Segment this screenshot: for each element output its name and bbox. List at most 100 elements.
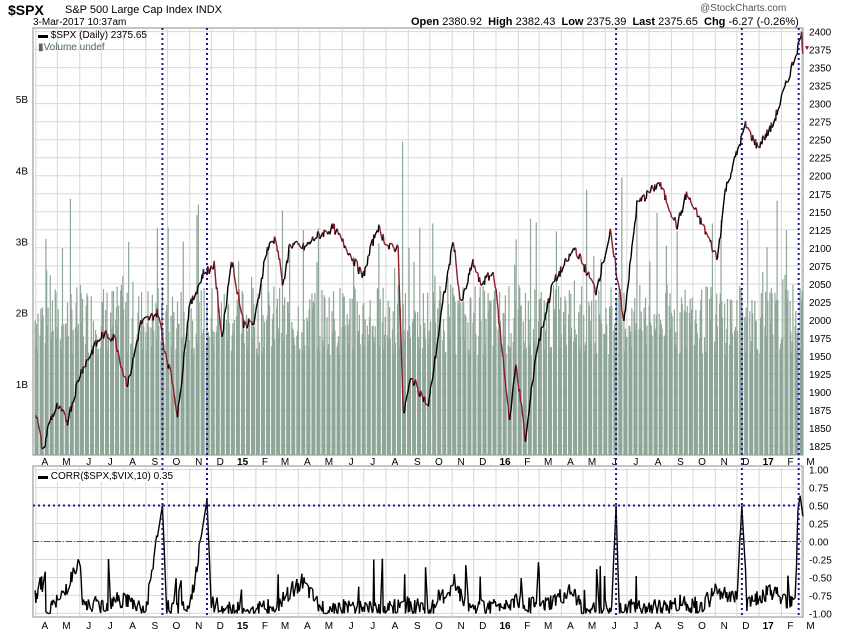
- corr-segment: [513, 595, 516, 608]
- volume-bar: [351, 298, 353, 455]
- volume-bar: [579, 304, 581, 455]
- volume-bar: [70, 294, 72, 455]
- volume-bar: [232, 323, 234, 455]
- volume-bar: [474, 286, 476, 455]
- volume-bar: [452, 287, 454, 455]
- volume-bar: [578, 347, 581, 455]
- corr-segment: [434, 606, 437, 609]
- volume-bar: [800, 348, 802, 455]
- volume-bar: [166, 313, 169, 455]
- volume-bar: [322, 345, 325, 455]
- volume-bar: [674, 344, 676, 455]
- price-segment: [444, 270, 449, 290]
- volume-bar: [56, 338, 58, 455]
- volume-bar: [555, 231, 557, 455]
- corr-segment: [309, 586, 313, 590]
- volume-bar: [665, 245, 667, 455]
- volume-bar: [744, 351, 747, 455]
- volume-bar: [122, 275, 124, 455]
- volume-bar: [747, 220, 749, 455]
- volume-bar: [711, 296, 713, 455]
- volume-bar: [422, 293, 424, 455]
- price-segment: [127, 376, 130, 385]
- price-segment: [514, 368, 517, 376]
- corr-segment: [145, 601, 148, 605]
- volume-bar: [558, 309, 560, 455]
- x-tick-label: O: [173, 457, 181, 468]
- volume-bar: [802, 348, 804, 455]
- volume-bar: [188, 340, 190, 455]
- volume-bar: [736, 300, 738, 455]
- corr-segment: [739, 518, 742, 533]
- price-segment: [107, 337, 109, 339]
- corr-segment: [690, 611, 693, 614]
- corr-segment: [57, 598, 61, 601]
- corr-segment: [196, 561, 200, 567]
- price-segment: [640, 196, 643, 202]
- corr-segment: [448, 591, 450, 594]
- volume-bar: [227, 303, 230, 455]
- price-segment: [298, 243, 301, 247]
- corr-segment: [41, 584, 44, 592]
- corr-segment: [286, 587, 289, 602]
- price-segment: [123, 375, 127, 378]
- volume-bar: [336, 346, 338, 455]
- volume-bar: [721, 317, 724, 455]
- volume-bar: [353, 256, 355, 455]
- price-segment: [609, 228, 612, 235]
- corr-segment: [150, 571, 153, 579]
- volume-bar: [248, 318, 251, 455]
- volume-bar: [448, 317, 450, 455]
- volume-bar: [261, 353, 263, 455]
- corr-segment: [564, 594, 567, 599]
- x-tick-label: A: [392, 457, 399, 468]
- volume-bar: [334, 330, 336, 455]
- volume-bar: [630, 347, 632, 455]
- volume-bar: [464, 314, 466, 455]
- volume-bar: [664, 335, 666, 455]
- corr-segment: [311, 587, 314, 590]
- corr-segment: [479, 576, 482, 600]
- volume-bar: [102, 302, 104, 455]
- volume-bar: [291, 328, 294, 455]
- price-segment: [291, 246, 294, 249]
- corr-segment: [434, 600, 439, 607]
- volume-bar: [731, 333, 734, 455]
- price-segment: [747, 127, 751, 132]
- price-segment: [611, 240, 615, 258]
- price-segment: [213, 260, 218, 289]
- price-segment: [45, 428, 49, 438]
- x-tick-label: S: [677, 457, 684, 468]
- price-segment: [624, 310, 627, 313]
- x-tick-label: J: [370, 457, 375, 468]
- volume-bar: [140, 291, 143, 455]
- volume-bar: [253, 303, 255, 455]
- price-segment: [228, 261, 233, 279]
- volume-bar: [377, 289, 379, 455]
- x-tick-label: 16: [499, 457, 511, 468]
- corr-segment: [216, 597, 219, 605]
- price-segment: [366, 255, 369, 265]
- price-segment: [62, 408, 64, 411]
- price-segment: [178, 387, 182, 403]
- volume-bar: [519, 305, 522, 455]
- volume-bar: [483, 290, 486, 455]
- volume-bar: [685, 347, 688, 455]
- price-y-tick-label: 1925: [809, 370, 832, 381]
- price-segment: [741, 125, 746, 134]
- corr-segment: [66, 592, 69, 595]
- corr-segment: [741, 505, 744, 520]
- volume-bar: [388, 338, 390, 455]
- volume-bar: [741, 298, 743, 455]
- volume-bar: [35, 347, 37, 455]
- corr-segment: [368, 602, 371, 613]
- x-tick-label: J: [86, 457, 91, 468]
- price-segment: [781, 90, 784, 94]
- price-y-tick-label: 1850: [809, 424, 832, 435]
- ticker-symbol: $SPX: [8, 2, 44, 18]
- volume-bar: [283, 305, 285, 455]
- volume-bar: [508, 286, 510, 455]
- volume-bar: [90, 296, 92, 455]
- volume-bar: [216, 326, 218, 455]
- volume-bar: [685, 312, 687, 455]
